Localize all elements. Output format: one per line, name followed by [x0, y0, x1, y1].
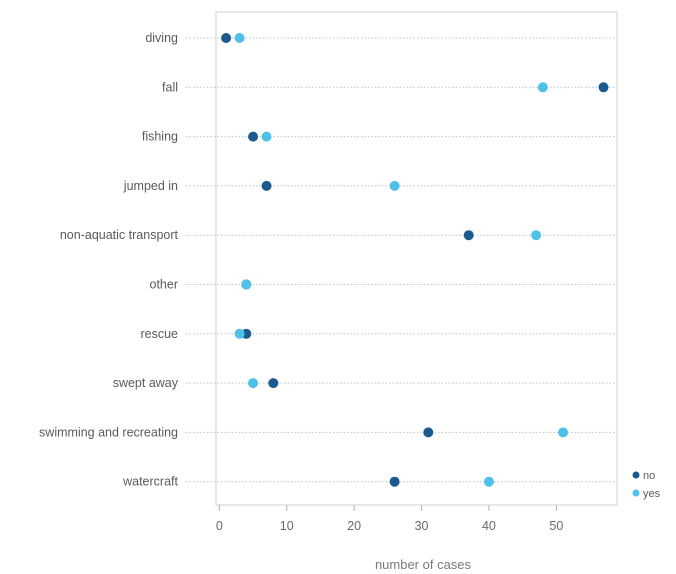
point-yes [234, 328, 245, 339]
point-yes [531, 230, 542, 241]
plot-frame [215, 11, 618, 506]
point-no [248, 131, 259, 142]
point-no [389, 476, 400, 487]
category-label: fall [162, 80, 178, 94]
x-axis-ticks: 0 10 20 30 40 50 [216, 505, 563, 533]
x-tick-label: 20 [347, 519, 361, 533]
category-labels: diving fall fishing jumped in non-aquatic tr… [39, 31, 179, 489]
point-no [598, 82, 609, 93]
legend-swatch-yes [632, 489, 640, 497]
point-yes [483, 476, 494, 487]
category-label: jumped in [123, 179, 178, 193]
point-yes [261, 131, 272, 142]
point-no [268, 378, 279, 389]
category-label: watercraft [122, 475, 178, 489]
point-yes [537, 82, 548, 93]
point-no [463, 230, 474, 241]
legend-label-no: no [643, 470, 655, 482]
point-yes [248, 378, 259, 389]
category-label: fishing [142, 130, 178, 144]
category-label: swept away [113, 376, 179, 390]
category-label: other [150, 278, 179, 292]
point-no [221, 33, 232, 43]
x-tick-label: 0 [216, 519, 223, 533]
data-points [221, 33, 609, 487]
category-label: non-aquatic transport [60, 228, 179, 242]
point-yes [241, 279, 252, 290]
point-no [423, 427, 434, 438]
point-no [261, 180, 272, 191]
x-tick-label: 30 [415, 519, 429, 533]
x-tick-label: 50 [549, 519, 563, 533]
x-tick-label: 10 [280, 519, 294, 533]
legend: no yes [632, 470, 661, 500]
category-label: diving [145, 31, 178, 45]
category-label: rescue [140, 327, 178, 341]
point-yes [389, 180, 400, 191]
point-yes [558, 427, 569, 438]
x-axis-title: number of cases [375, 557, 472, 572]
legend-label-yes: yes [643, 488, 661, 500]
gridlines [186, 37, 617, 483]
x-tick-label: 40 [482, 519, 496, 533]
legend-swatch-no [632, 471, 640, 479]
point-yes [234, 33, 245, 43]
category-label: swimming and recreating [39, 425, 178, 439]
